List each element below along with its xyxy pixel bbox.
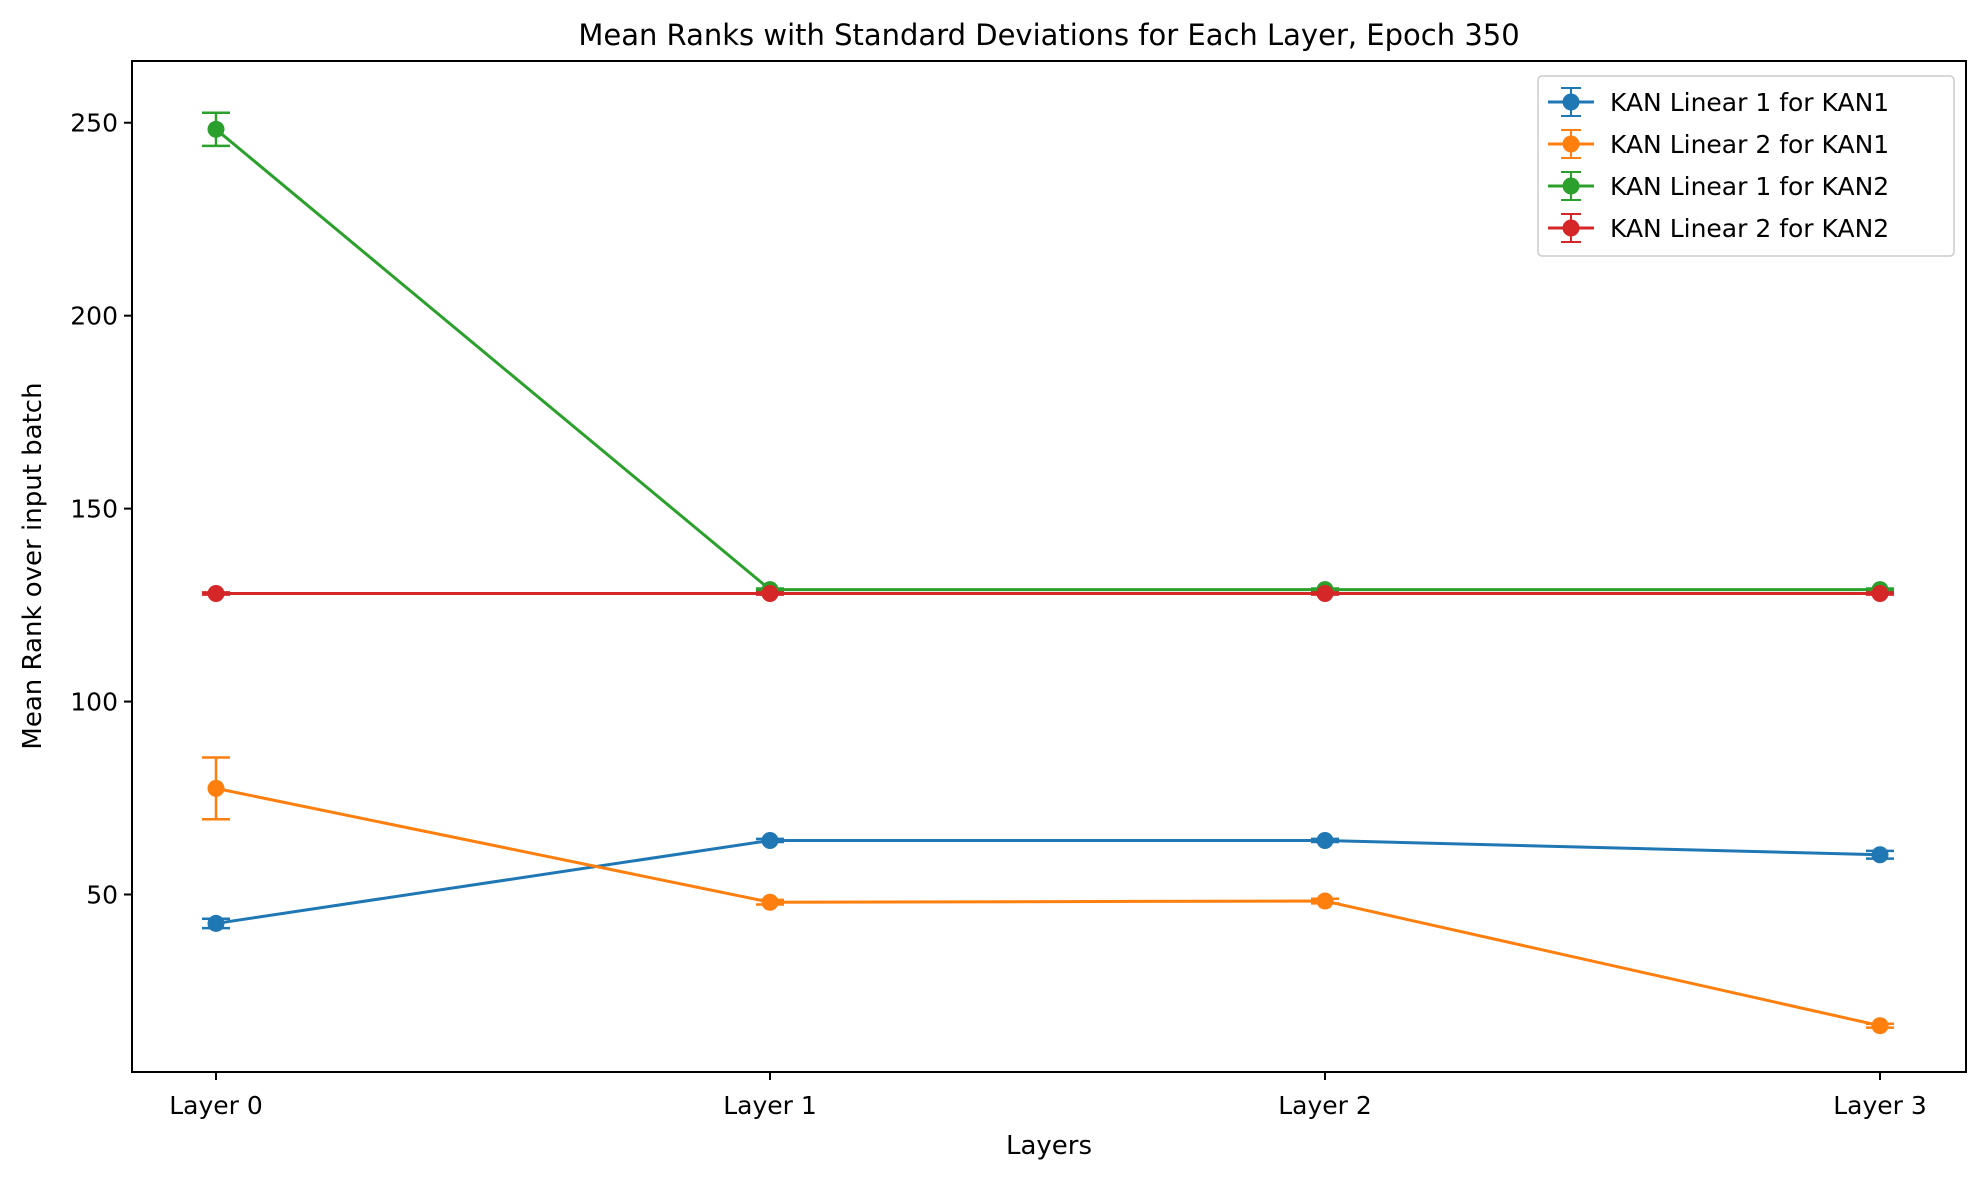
legend-box [1537,75,1955,257]
legend-label: KAN Linear 2 for KAN1 [1610,130,1889,159]
chart-title: Mean Ranks with Standard Deviations for … [578,18,1519,52]
data-point [1871,846,1889,864]
legend-entry: KAN Linear 1 for KAN1 [1548,87,1889,117]
plot-area [131,60,1967,1073]
legend: KAN Linear 1 for KAN1 KAN Linear 2 for KA… [1537,75,1955,257]
series-line [215,128,1880,592]
data-point [761,831,779,849]
legend-entry: KAN Linear 2 for KAN1 [1548,129,1889,159]
data-point [1316,831,1334,849]
series-1 [202,831,1894,932]
series-line [215,786,1881,1028]
legend-label: KAN Linear 1 for KAN1 [1610,88,1889,117]
series-line [215,838,1881,925]
data-point [1316,585,1334,603]
y-axis-label: Mean Rank over input batch [18,382,48,749]
x-tick-label: Layer 1 [723,1091,817,1120]
y-tick-label: 50 [86,880,118,909]
legend-label: KAN Linear 1 for KAN2 [1610,172,1889,201]
legend-marker [1562,93,1580,111]
legend-marker [1562,177,1580,195]
legend-entry: KAN Linear 1 for KAN2 [1548,171,1889,201]
legend-label: KAN Linear 2 for KAN2 [1610,214,1889,243]
x-tick-label: Layer 2 [1278,1091,1372,1120]
y-tick-label: 200 [70,302,118,331]
data-point [207,585,225,603]
data-point [1871,1017,1889,1035]
x-axis-label: Layers [1006,1131,1092,1161]
data-point [1316,892,1334,910]
x-tick-label: Layer 3 [1833,1091,1927,1120]
legend-marker [1562,219,1580,237]
series-2 [202,756,1894,1035]
data-point [1871,585,1889,603]
y-tick-label: 150 [70,495,118,524]
y-tick-label: 250 [70,109,118,138]
legend-entry: KAN Linear 2 for KAN2 [1548,213,1889,243]
x-tick-label: Layer 0 [169,1091,263,1120]
data-point [761,893,779,911]
data-point [207,779,225,797]
data-point [761,585,779,603]
legend-marker [1562,135,1580,153]
data-point [207,120,225,138]
data-point [207,914,225,932]
series-4 [202,585,1894,603]
y-tick-label: 100 [70,688,118,717]
